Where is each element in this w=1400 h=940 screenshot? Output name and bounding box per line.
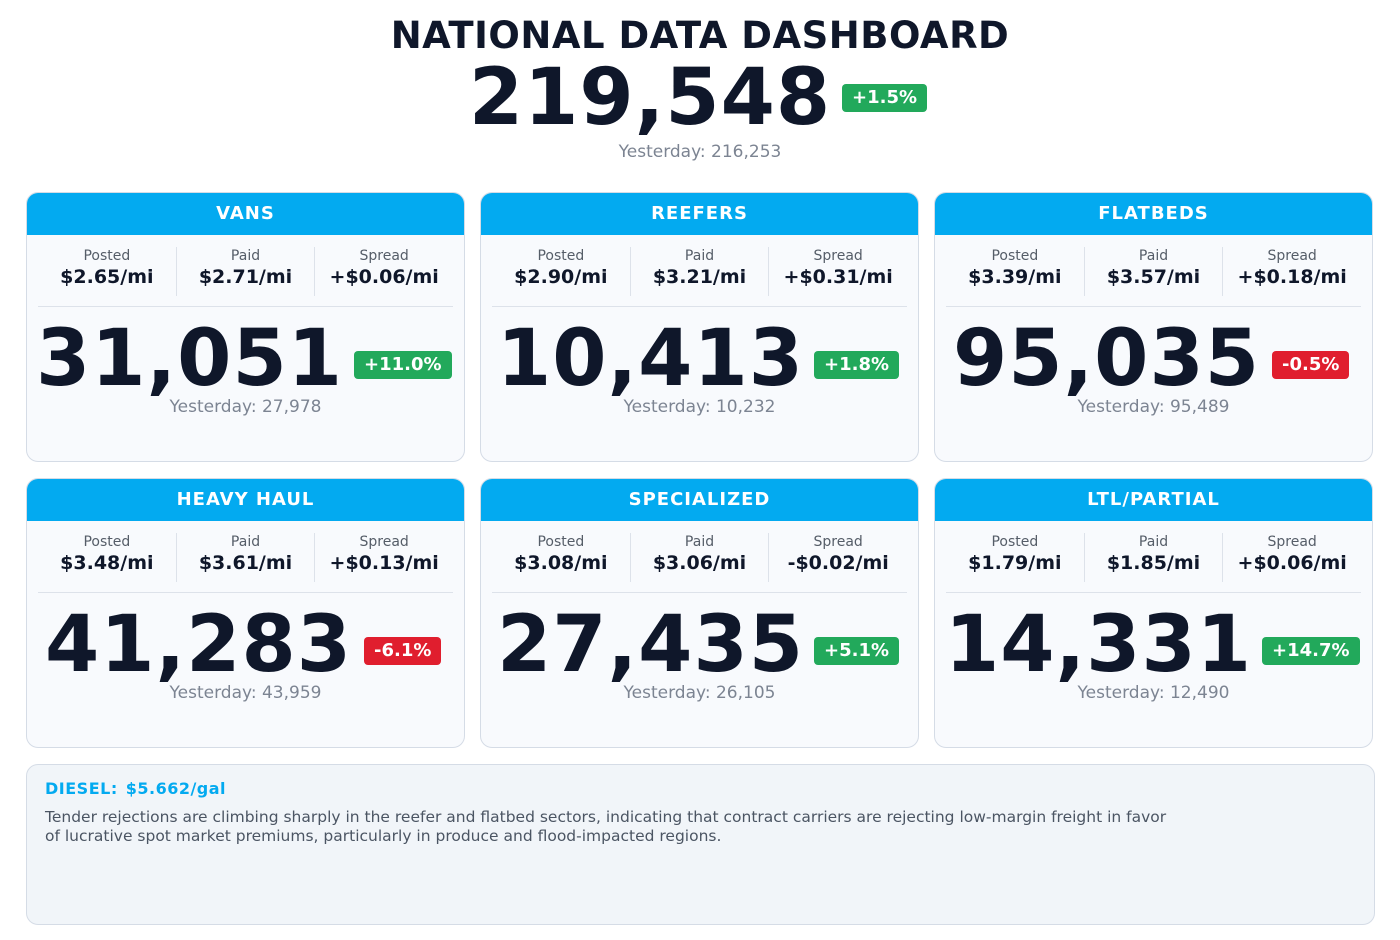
change-badge: +14.7%	[1262, 637, 1360, 665]
posted-metric: Posted $3.39/mi	[946, 247, 1084, 296]
rate-metrics: Posted $2.65/mi Paid $2.71/mi Spread +$0.06…	[38, 247, 453, 307]
card-specialized: SPECIALIZED Posted $3.08/mi Paid $3.06/mi …	[480, 478, 919, 748]
yesterday-count: Yesterday: 95,489	[1077, 397, 1230, 417]
dashboard-header: NATIONAL DATA DASHBOARD 219,548 +1.5% Ye…	[0, 14, 1400, 162]
load-count: 41,283	[45, 600, 352, 690]
page-title: NATIONAL DATA DASHBOARD	[390, 14, 1010, 57]
card-title: REEFERS	[481, 193, 918, 235]
spread-metric: Spread +$0.18/mi	[1222, 247, 1361, 296]
paid-metric: Paid $1.85/mi	[1083, 533, 1223, 582]
change-badge: -0.5%	[1272, 351, 1350, 379]
spread-value: -$0.02/mi	[787, 552, 889, 574]
posted-metric: Posted $3.48/mi	[38, 533, 176, 582]
total-row: 219,548 +1.5%	[0, 58, 1400, 138]
spread-value: +$0.06/mi	[1237, 552, 1347, 574]
paid-value: $3.06/mi	[652, 552, 747, 574]
yesterday-count: Yesterday: 43,959	[169, 683, 322, 703]
spread-metric: Spread +$0.13/mi	[314, 533, 453, 582]
card-reefers: REEFERS Posted $2.90/mi Paid $3.21/mi Spre…	[480, 192, 919, 462]
posted-value: $3.48/mi	[60, 552, 154, 574]
spread-metric: Spread -$0.02/mi	[768, 533, 907, 582]
yesterday-count: Yesterday: 10,232	[623, 397, 776, 417]
paid-value: $2.71/mi	[198, 266, 293, 288]
card-heavy-haul: HEAVY HAUL Posted $3.48/mi Paid $3.61/mi S…	[26, 478, 465, 748]
rate-metrics: Posted $3.39/mi Paid $3.57/mi Spread +$0.18…	[946, 247, 1361, 307]
yesterday-count: Yesterday: 26,105	[623, 683, 776, 703]
change-badge: +1.8%	[814, 351, 900, 379]
diesel-value: $5.662/gal	[125, 779, 227, 798]
posted-value: $2.65/mi	[60, 266, 154, 288]
spread-value: +$0.13/mi	[329, 552, 439, 574]
rate-metrics: Posted $2.90/mi Paid $3.21/mi Spread +$0.31…	[492, 247, 907, 307]
paid-value: $3.61/mi	[198, 552, 293, 574]
card-title: SPECIALIZED	[481, 479, 918, 521]
spread-value: +$0.31/mi	[783, 266, 893, 288]
total-yesterday: Yesterday: 216,253	[618, 142, 782, 162]
paid-value: $1.85/mi	[1106, 552, 1201, 574]
paid-metric: Paid $3.06/mi	[629, 533, 769, 582]
posted-value: $1.79/mi	[968, 552, 1062, 574]
total-value: 219,548	[468, 53, 832, 143]
load-count: 10,413	[497, 314, 804, 404]
load-count: 27,435	[497, 600, 804, 690]
rate-metrics: Posted $3.08/mi Paid $3.06/mi Spread -$0.02…	[492, 533, 907, 593]
posted-metric: Posted $2.90/mi	[492, 247, 630, 296]
yesterday-count: Yesterday: 27,978	[169, 397, 322, 417]
paid-metric: Paid $3.61/mi	[175, 533, 315, 582]
change-badge: +11.0%	[354, 351, 452, 379]
card-ltl-partial: LTL/PARTIAL Posted $1.79/mi Paid $1.85/mi …	[934, 478, 1373, 748]
card-title: FLATBEDS	[935, 193, 1372, 235]
change-badge: -6.1%	[364, 637, 442, 665]
total-change-badge: +1.5%	[842, 84, 928, 112]
card-vans: VANS Posted $2.65/mi Paid $2.71/mi Spread +…	[26, 192, 465, 462]
card-title: HEAVY HAUL	[27, 479, 464, 521]
card-title: LTL/PARTIAL	[935, 479, 1372, 521]
posted-metric: Posted $2.65/mi	[38, 247, 176, 296]
posted-value: $3.08/mi	[514, 552, 608, 574]
load-count: 14,331	[945, 600, 1252, 690]
spread-value: +$0.18/mi	[1237, 266, 1347, 288]
paid-value: $3.57/mi	[1106, 266, 1201, 288]
load-count: 95,035	[953, 314, 1260, 404]
diesel-label: DIESEL:	[45, 779, 118, 798]
rate-metrics: Posted $3.48/mi Paid $3.61/mi Spread +$0.13…	[38, 533, 453, 593]
paid-metric: Paid $3.57/mi	[1083, 247, 1223, 296]
note-text: Tender rejections are climbing sharply i…	[45, 808, 1167, 845]
paid-metric: Paid $2.71/mi	[175, 247, 315, 296]
paid-metric: Paid $3.21/mi	[629, 247, 769, 296]
yesterday-count: Yesterday: 12,490	[1077, 683, 1230, 703]
diesel-price: DIESEL: $5.662/gal	[45, 779, 1356, 798]
rate-metrics: Posted $1.79/mi Paid $1.85/mi Spread +$0.06…	[946, 533, 1361, 593]
card-flatbeds: FLATBEDS Posted $3.39/mi Paid $3.57/mi Spr…	[934, 192, 1373, 462]
load-count: 31,051	[36, 314, 343, 404]
spread-metric: Spread +$0.06/mi	[1222, 533, 1361, 582]
paid-value: $3.21/mi	[652, 266, 747, 288]
card-title: VANS	[27, 193, 464, 235]
market-note: DIESEL: $5.662/gal Tender rejections are …	[26, 764, 1375, 925]
spread-value: +$0.06/mi	[329, 266, 439, 288]
posted-metric: Posted $3.08/mi	[492, 533, 630, 582]
posted-value: $2.90/mi	[514, 266, 608, 288]
posted-metric: Posted $1.79/mi	[946, 533, 1084, 582]
spread-metric: Spread +$0.06/mi	[314, 247, 453, 296]
change-badge: +5.1%	[814, 637, 900, 665]
posted-value: $3.39/mi	[968, 266, 1062, 288]
spread-metric: Spread +$0.31/mi	[768, 247, 907, 296]
